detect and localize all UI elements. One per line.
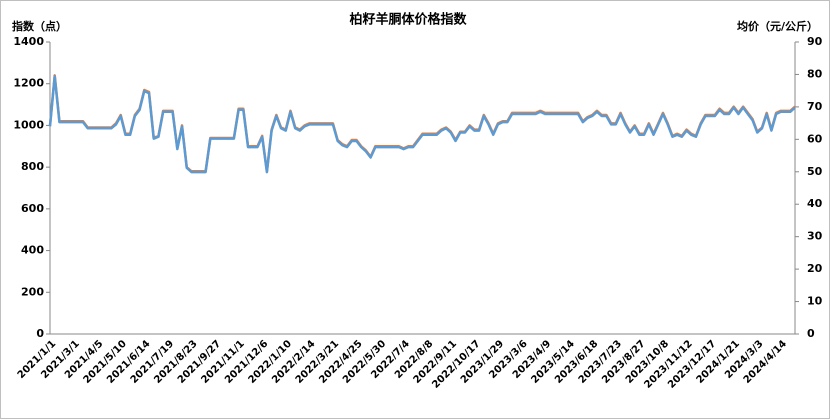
series-line	[48, 75, 796, 174]
y-axis-title: 指数（点）	[12, 19, 67, 33]
y-tick-label: 600	[21, 202, 44, 215]
y-tick-label: 400	[21, 244, 44, 257]
y2-tick-label: 30	[807, 230, 823, 243]
y2-tick-label: 0	[807, 327, 815, 340]
y-tick-label: 0	[36, 327, 44, 340]
y-tick-label: 1400	[13, 35, 44, 48]
y-tick-label: 1200	[13, 77, 44, 90]
y2-axis-title: 均价（元/公斤）	[737, 19, 818, 33]
chart-title: 柏籽羊胴体价格指数	[349, 12, 467, 28]
y2-tick-label: 90	[807, 35, 823, 48]
y2-tick-label: 70	[807, 100, 823, 113]
y2-tick-label: 20	[807, 262, 823, 275]
y2-tick-label: 50	[807, 165, 823, 178]
y2-tick-label: 40	[807, 197, 823, 210]
y2-tick-label: 60	[807, 132, 823, 145]
y-tick-label: 200	[21, 285, 44, 298]
y-tick-label: 800	[21, 160, 44, 173]
y-tick-label: 1000	[13, 118, 44, 131]
y2-tick-label: 10	[807, 295, 823, 308]
y2-tick-label: 80	[807, 67, 823, 80]
